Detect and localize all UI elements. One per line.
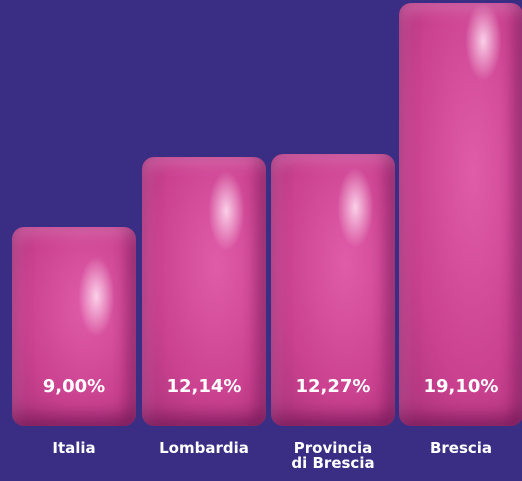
bar: [399, 3, 522, 426]
category-label: Italia: [52, 439, 96, 457]
value-label: 19,10%: [423, 376, 499, 397]
category-label: Lombardia: [159, 439, 249, 457]
value-label: 12,14%: [166, 376, 242, 397]
bar: [271, 154, 395, 426]
value-label: 12,27%: [295, 376, 371, 397]
value-label: 9,00%: [42, 376, 106, 397]
bar: [142, 157, 266, 426]
bar: [12, 226, 136, 426]
category-label: Brescia: [429, 439, 493, 457]
category-label: Provincia di Brescia: [291, 439, 375, 472]
